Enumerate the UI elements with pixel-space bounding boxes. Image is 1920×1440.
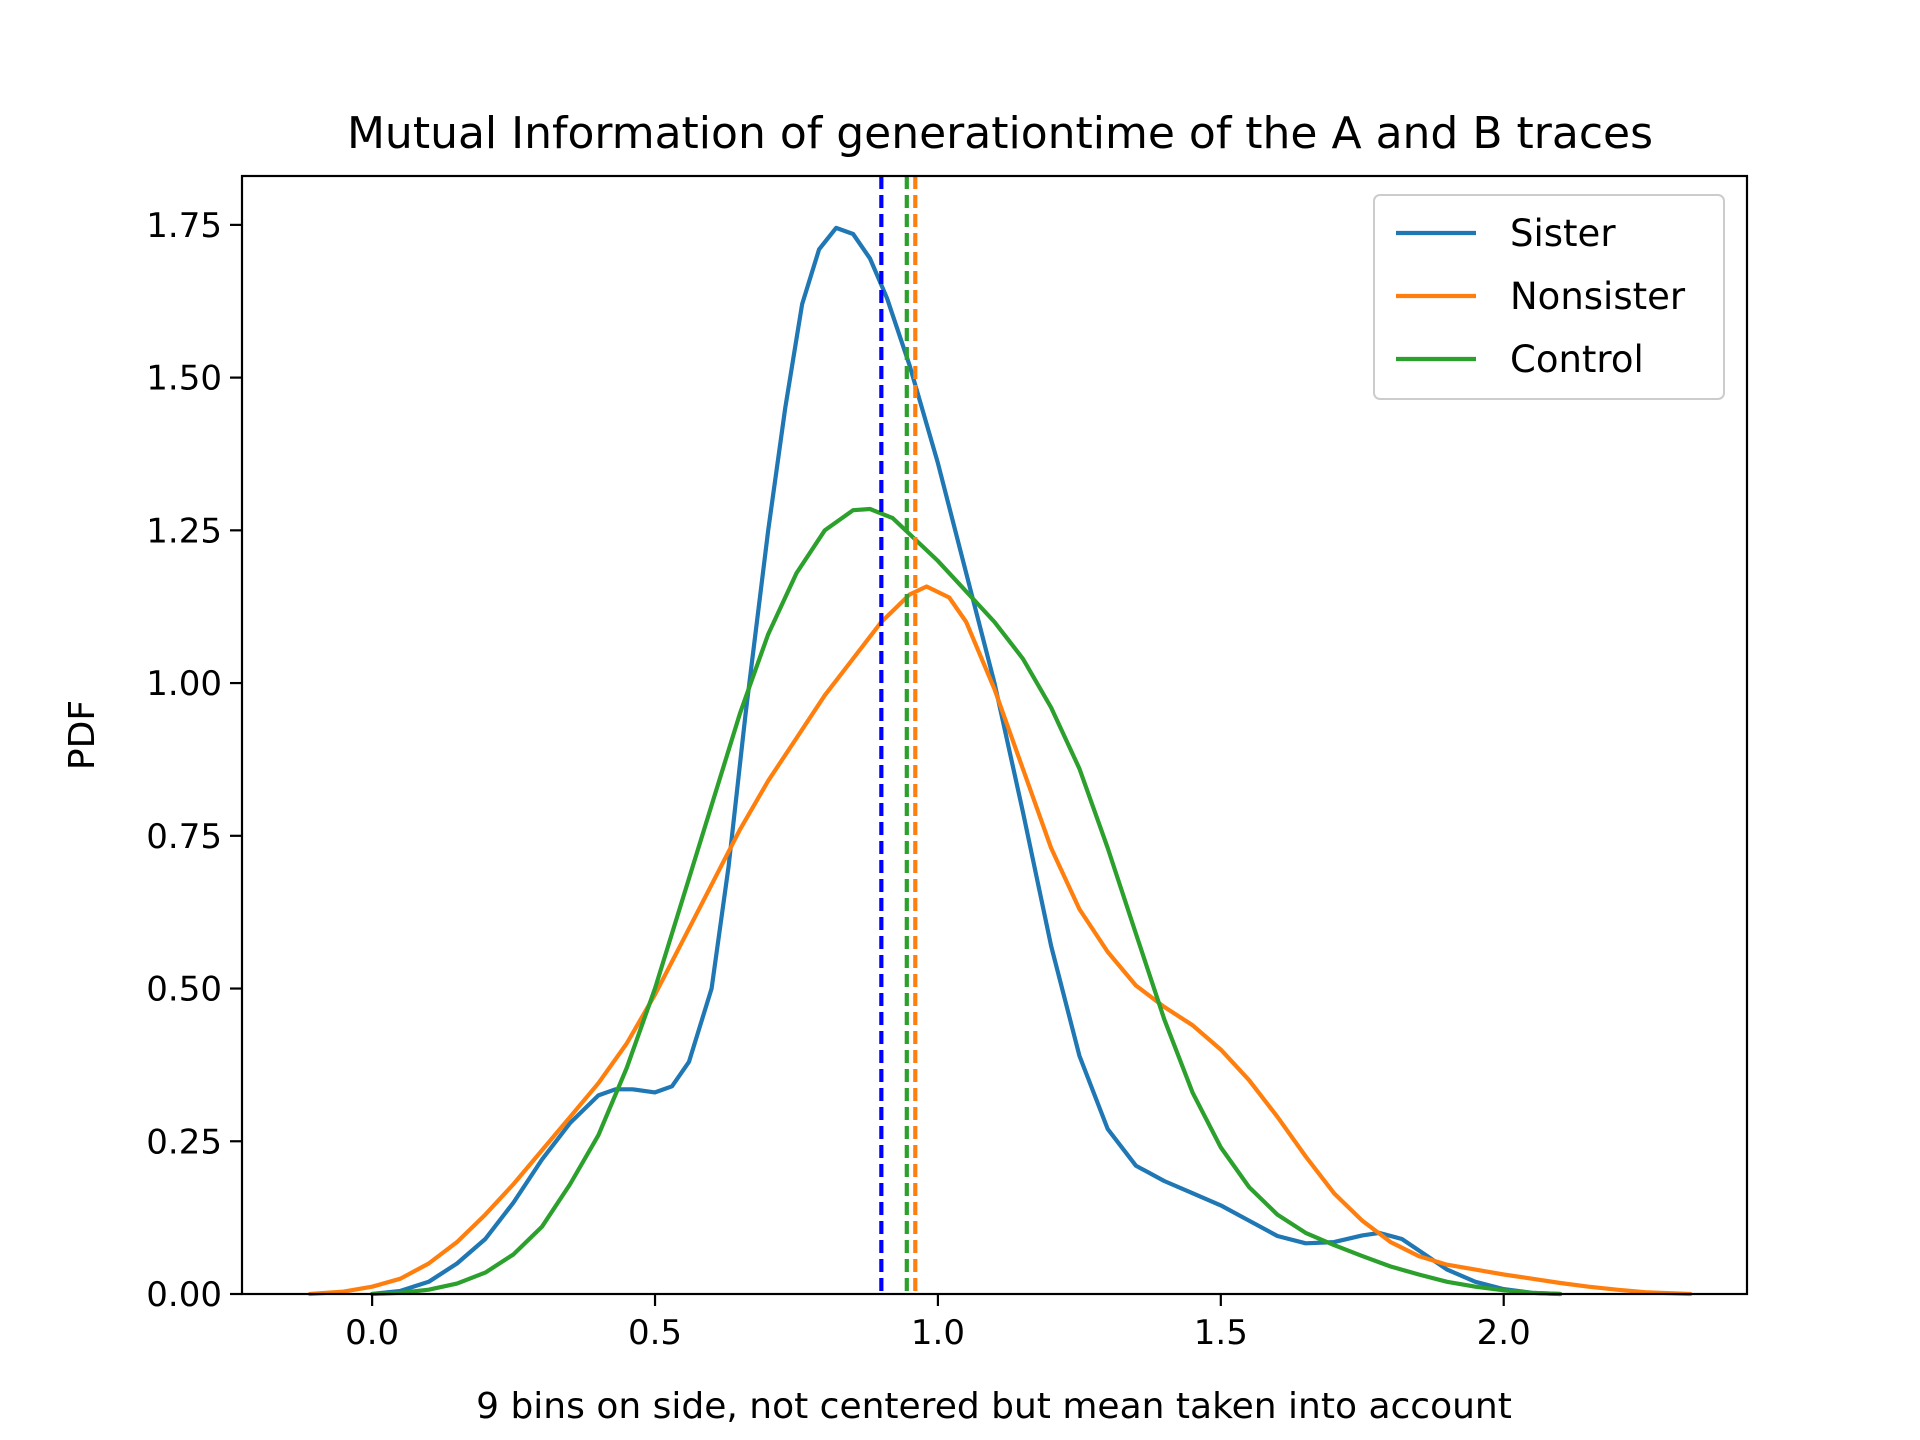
y-tick-label: 0.00 [146, 1275, 222, 1315]
y-tick-label: 1.00 [146, 664, 222, 704]
y-tick-label: 0.25 [146, 1122, 222, 1162]
vline-layer [879, 176, 918, 1294]
x-axis: 0.0 0.5 1.0 1.5 2.0 [345, 1294, 1531, 1353]
y-tick-label: 0.50 [146, 970, 222, 1010]
y-tick-label: 1.25 [146, 511, 222, 551]
legend-box [1373, 194, 1725, 400]
x-tick-label: 1.0 [911, 1313, 965, 1353]
series-layer [307, 225, 1693, 1297]
y-axis: 0.00 0.25 0.50 0.75 1.00 1.25 1.50 1.75 [146, 206, 242, 1315]
y-tick-label: 1.50 [146, 359, 222, 399]
legend: Sister Nonsister Control [1373, 194, 1725, 400]
legend-entries: Sister Nonsister Control [1396, 212, 1686, 381]
series-line-nonsister [307, 584, 1693, 1297]
plot-frame [240, 174, 1749, 1296]
x-tick-label: 2.0 [1477, 1313, 1531, 1353]
x-tick-label: 1.5 [1194, 1313, 1248, 1353]
series-line-control [370, 506, 1563, 1297]
y-tick-label: 1.75 [146, 206, 222, 246]
x-tick-label: 0.0 [345, 1313, 399, 1353]
plot-area [240, 174, 1749, 1297]
legend-label-sister: Sister [1510, 212, 1616, 255]
x-axis-label: 9 bins on side, not centered but mean ta… [476, 1386, 1512, 1427]
series-line-sister [370, 225, 1563, 1297]
y-axis-label: PDF [62, 700, 103, 770]
chart-title: Mutual Information of generationtime of … [347, 108, 1653, 159]
y-tick-label: 0.75 [146, 817, 222, 857]
legend-label-control: Control [1510, 338, 1644, 381]
x-tick-label: 0.5 [628, 1313, 682, 1353]
legend-label-nonsister: Nonsister [1510, 275, 1686, 318]
